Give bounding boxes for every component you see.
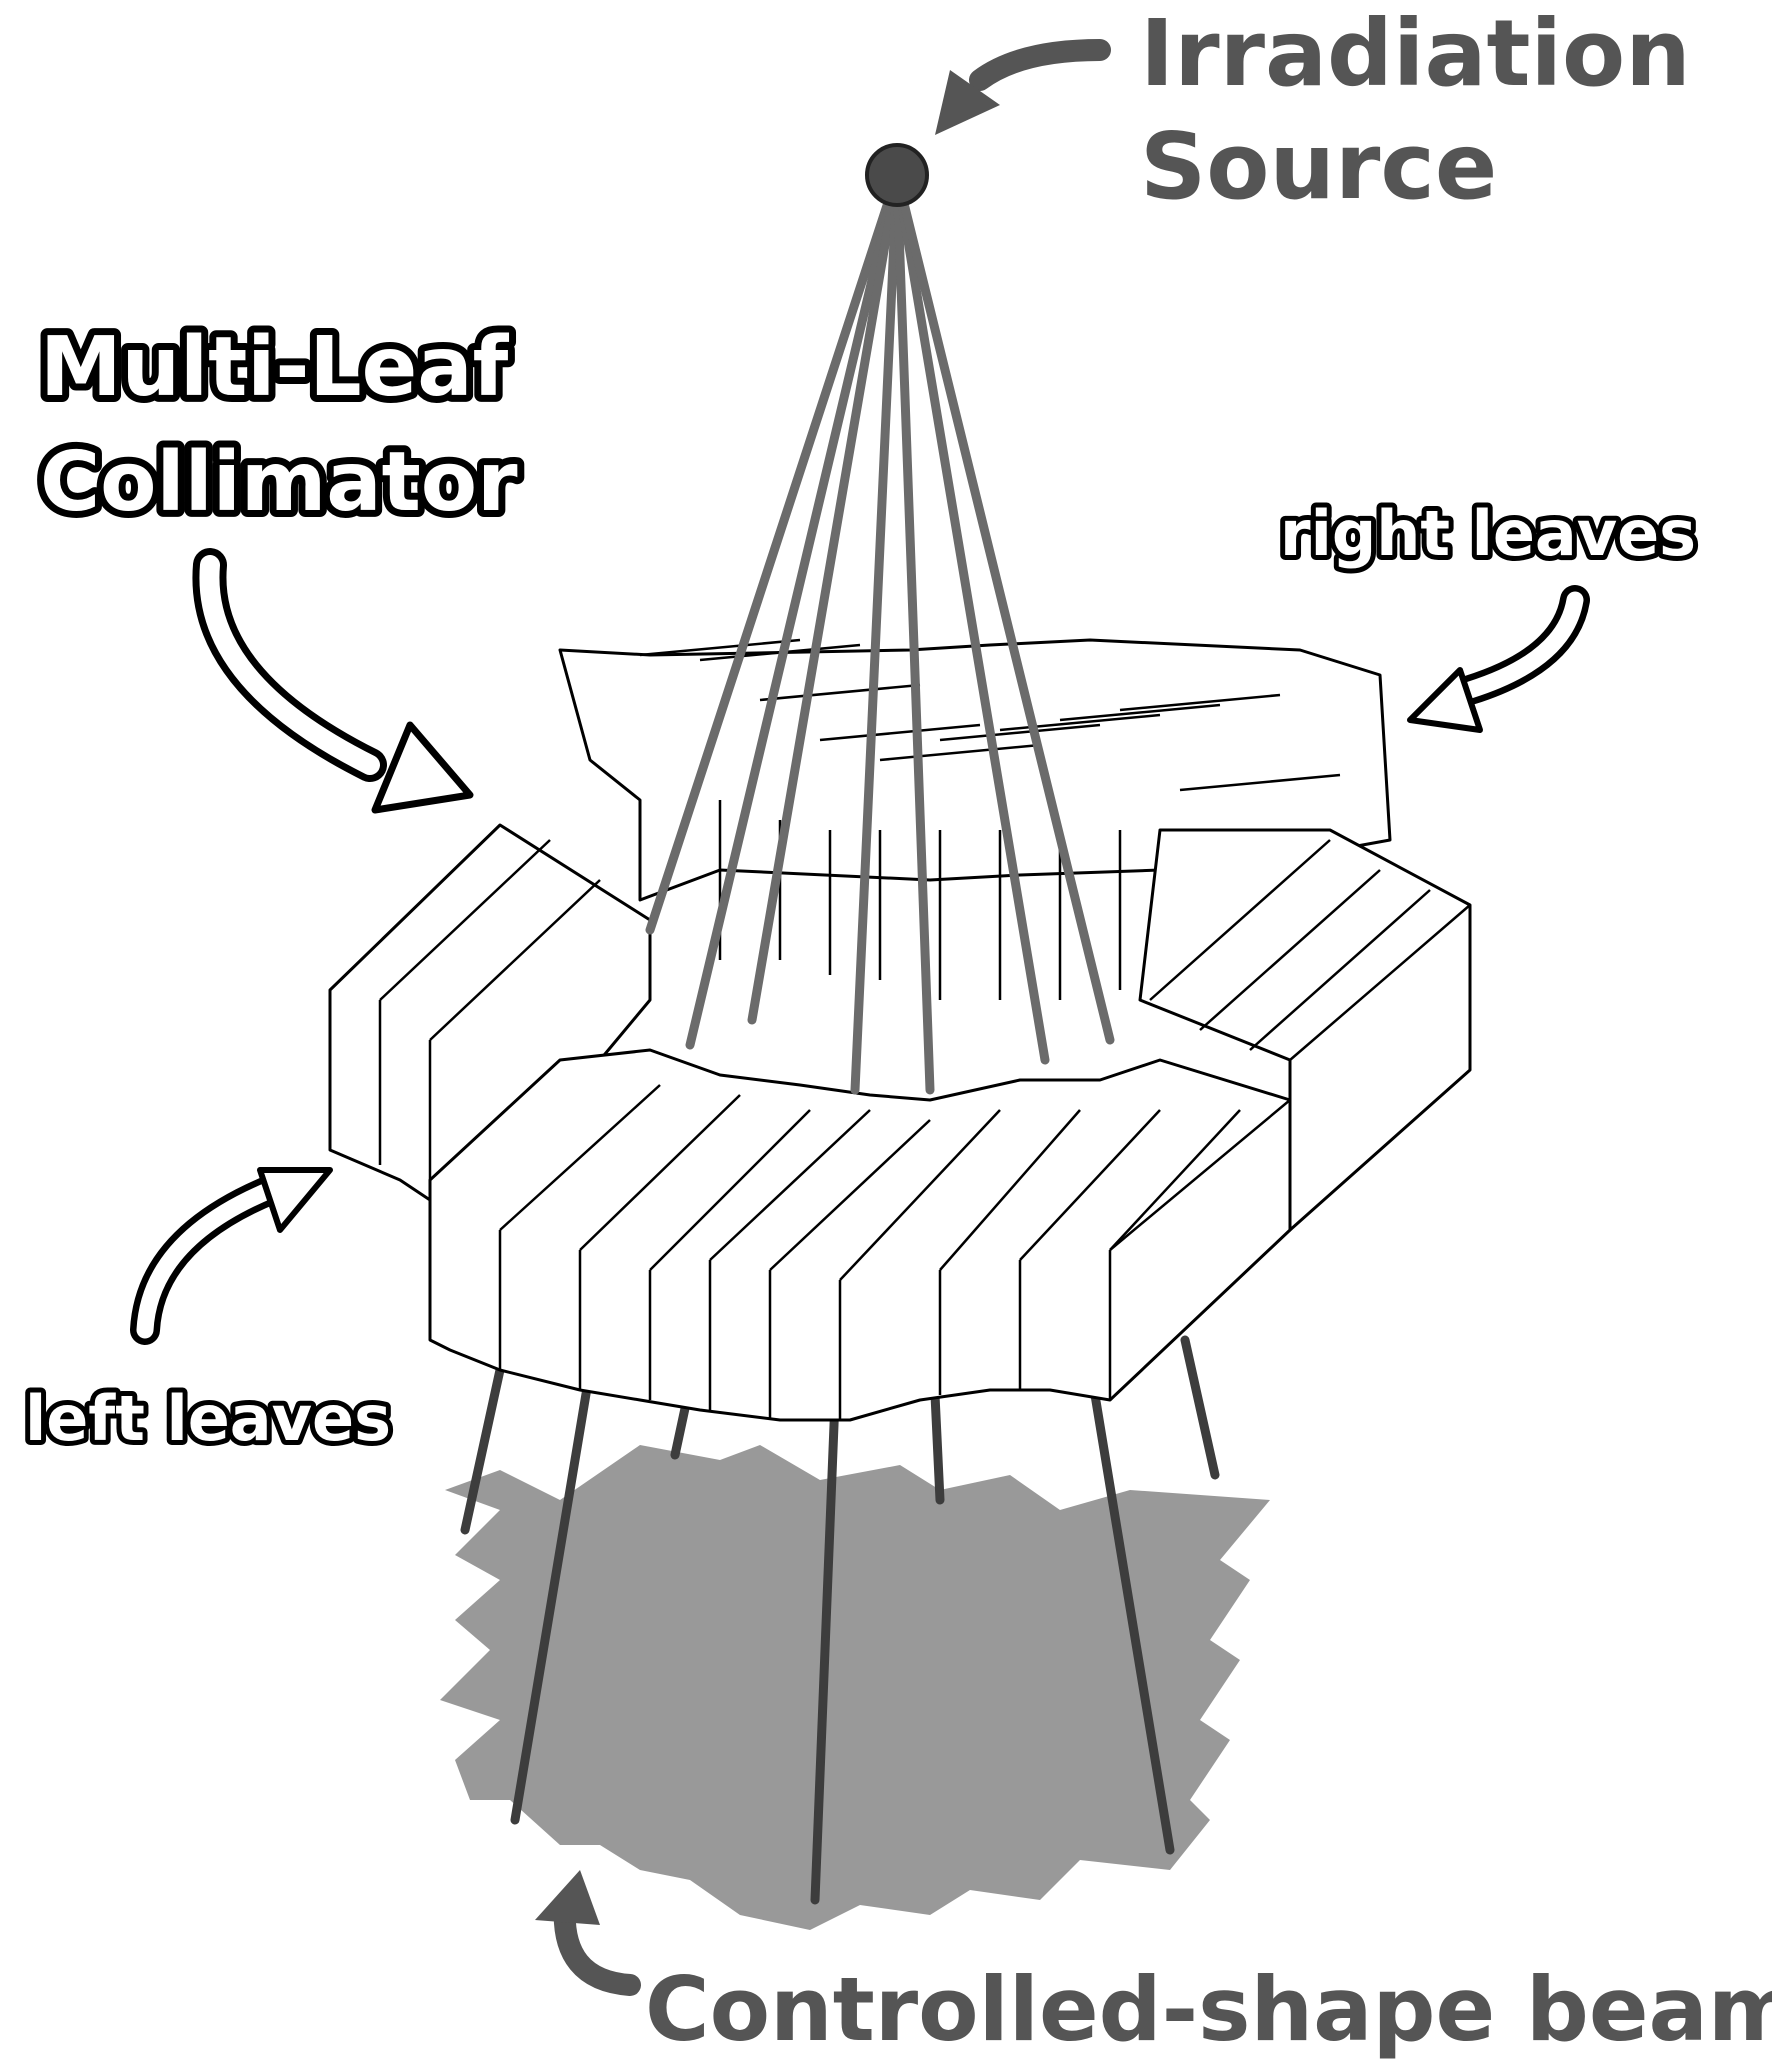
source-label-line1: Irradiation xyxy=(1140,0,1691,107)
curved-outline-arrow-icon xyxy=(192,548,474,814)
left-leaves-label: left leaves xyxy=(25,1382,391,1455)
mlc-label-line1: Multi-Leaf xyxy=(40,320,510,415)
source-label-line2: Source xyxy=(1140,113,1497,220)
right-leaves-label: right leaves xyxy=(1280,497,1696,570)
curved-outline-arrow-icon xyxy=(1407,585,1590,733)
curved-outline-arrow-icon xyxy=(130,1167,333,1345)
right-side-block xyxy=(1138,828,1472,1232)
beam-rays-lower xyxy=(460,1335,1220,1905)
beam-rays-upper xyxy=(645,170,1115,1095)
curved-arrow-icon xyxy=(535,1870,641,1996)
left-leaves-side xyxy=(328,823,652,1202)
beam-shadow xyxy=(440,1445,1270,1930)
curved-arrow-icon xyxy=(935,39,1111,135)
source-dot xyxy=(865,143,929,207)
mlc-label-line2: Collimator xyxy=(40,435,518,530)
beam-label: Controlled-shape beam xyxy=(645,1958,1772,2061)
left-leaves-bank xyxy=(428,1048,1292,1422)
